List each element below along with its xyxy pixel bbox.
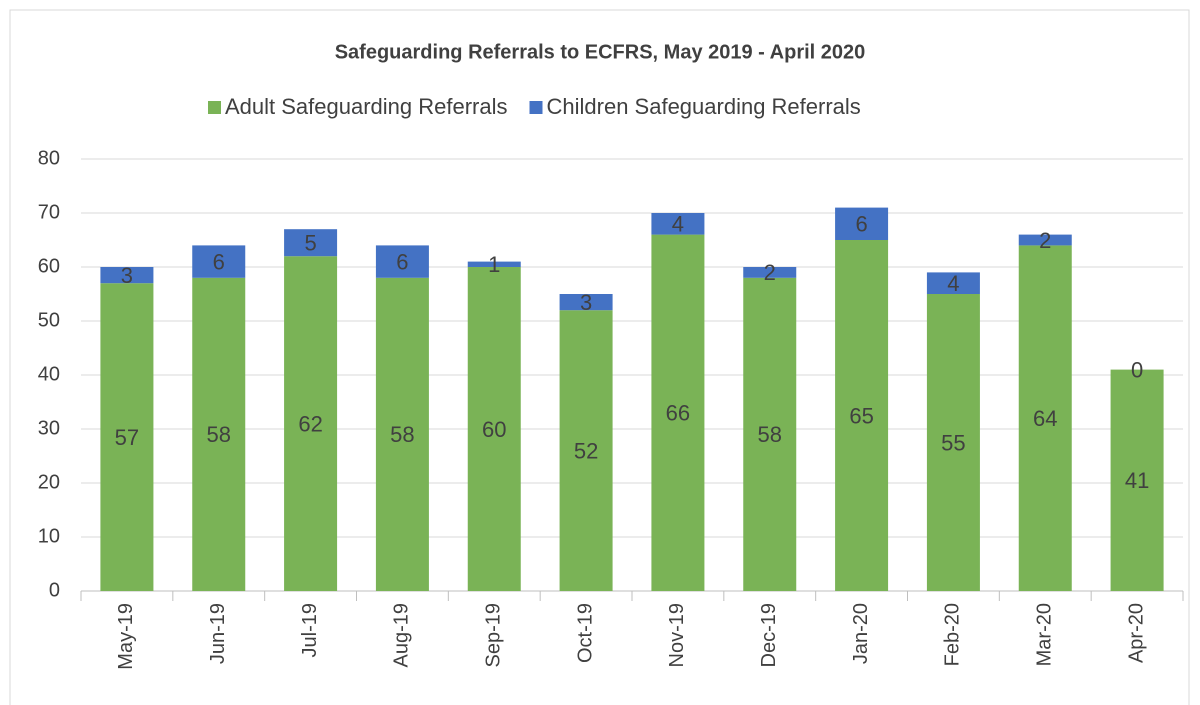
legend-swatch <box>208 101 221 114</box>
data-label: 2 <box>764 260 776 285</box>
y-tick-label: 70 <box>38 201 60 223</box>
bar-segment <box>559 310 613 591</box>
y-tick-label: 50 <box>38 309 60 331</box>
data-label: 65 <box>849 403 873 428</box>
chart-title: Safeguarding Referrals to ECFRS, May 201… <box>335 41 866 63</box>
x-tick-label: Mar-20 <box>1034 603 1056 666</box>
bar-segment <box>192 245 246 278</box>
bar-segment <box>284 256 338 591</box>
bar-segment <box>835 207 889 240</box>
bar-segment <box>284 229 338 257</box>
data-label: 41 <box>1125 468 1149 493</box>
data-label: 6 <box>855 212 867 237</box>
x-tick-label: Jul-19 <box>299 603 321 657</box>
y-tick-label: 40 <box>38 363 60 385</box>
x-tick-label: Jan-20 <box>850 603 872 664</box>
data-label: 58 <box>207 422 231 447</box>
x-tick-label: Nov-19 <box>666 603 688 667</box>
data-label: 4 <box>947 271 959 296</box>
data-label: 57 <box>115 425 139 450</box>
y-tick-label: 20 <box>38 471 60 493</box>
data-label: 1 <box>488 252 500 277</box>
x-tick-label: Jun-19 <box>207 603 229 664</box>
data-label: 3 <box>580 290 592 315</box>
bar-segment <box>467 261 521 267</box>
data-label: 0 <box>1131 357 1143 382</box>
data-label: 2 <box>1039 228 1051 253</box>
data-label: 62 <box>298 411 322 436</box>
bar-segment <box>651 234 705 591</box>
data-label: 4 <box>672 212 684 237</box>
bar-segment <box>743 267 797 278</box>
legend-label: Adult Safeguarding Referrals <box>225 94 508 119</box>
bar-segment <box>559 294 613 311</box>
data-label: 6 <box>213 249 225 274</box>
bar-segment <box>375 245 429 278</box>
bar-segment <box>743 277 797 591</box>
legend-swatch <box>529 101 543 114</box>
y-tick-label: 60 <box>38 255 60 277</box>
data-label: 6 <box>396 249 408 274</box>
data-label: 55 <box>941 430 965 455</box>
bar-segment <box>651 213 705 235</box>
bar-segment <box>1018 234 1072 246</box>
data-label: 64 <box>1033 406 1057 431</box>
bar-segment <box>926 294 980 591</box>
bar-segment <box>1110 369 1164 591</box>
y-tick-label: 0 <box>49 579 60 601</box>
data-label: 60 <box>482 417 506 442</box>
x-tick-label: May-19 <box>115 603 137 670</box>
x-tick-label: Oct-19 <box>574 603 596 663</box>
bar-segment <box>100 267 154 284</box>
y-tick-label: 30 <box>38 417 60 439</box>
bar-segment <box>467 267 521 591</box>
data-label: 52 <box>574 438 598 463</box>
y-tick-label: 80 <box>38 147 60 169</box>
x-tick-label: Aug-19 <box>391 603 413 668</box>
x-tick-label: Feb-20 <box>942 603 964 666</box>
data-label: 5 <box>304 231 316 256</box>
legend-label: Children Safeguarding Referrals <box>547 94 861 119</box>
data-label: 3 <box>121 263 133 288</box>
data-label: 58 <box>390 422 414 447</box>
x-tick-label: Dec-19 <box>758 603 780 667</box>
bar-segment <box>192 277 246 591</box>
y-tick-label: 10 <box>38 525 60 547</box>
data-label: 66 <box>666 401 690 426</box>
bar-segment <box>926 272 980 294</box>
x-tick-label: Apr-20 <box>1125 603 1147 663</box>
data-label: 58 <box>758 422 782 447</box>
bar-segment <box>835 240 889 591</box>
bar-segment <box>100 283 154 591</box>
bar-segment <box>1018 245 1072 591</box>
bar-segment <box>375 277 429 591</box>
x-tick-label: Sep-19 <box>483 603 505 668</box>
